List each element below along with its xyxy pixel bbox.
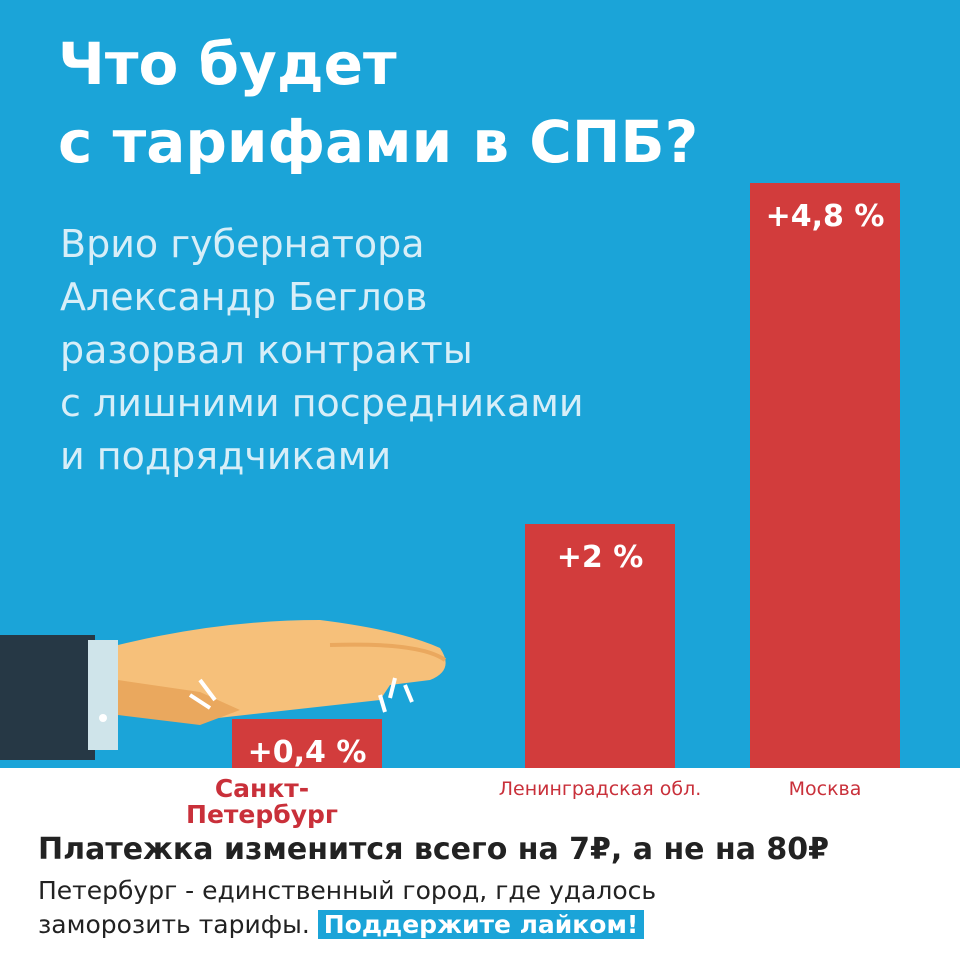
- footer-headline: Платежка изменится всего на 7₽, а не на …: [38, 832, 830, 867]
- title-line: Что будет: [58, 30, 397, 98]
- subtitle-line: и подрядчиками: [60, 434, 392, 478]
- title-line: с тарифами в СПБ?: [58, 108, 699, 176]
- category-label: Санкт-Петербург: [186, 774, 338, 829]
- value-label: +0,4 %: [247, 735, 367, 771]
- bar: [525, 524, 675, 768]
- category-label: Ленинградская обл.: [498, 778, 702, 800]
- value-label: +4,8 %: [765, 199, 885, 234]
- bar: [750, 183, 900, 768]
- footer-text: заморозить тарифы.: [38, 910, 310, 939]
- hand-illustration: [0, 620, 447, 760]
- bar: [232, 719, 382, 768]
- like-button[interactable]: Поддержите лайком!: [317, 910, 645, 939]
- subtitle-line: с лишними посредниками: [60, 381, 584, 425]
- subtitle-line: Александр Беглов: [60, 275, 428, 319]
- subtitle-line: Врио губернатора: [60, 222, 425, 266]
- category-label: Москва: [788, 778, 862, 800]
- footer-text-line: заморозить тарифы. Поддержите лайком!: [38, 910, 645, 939]
- subtitle-line: разорвал контракты: [60, 328, 473, 372]
- value-label: +2 %: [556, 540, 644, 576]
- footer-text: Петербург - единственный город, где удал…: [38, 876, 657, 905]
